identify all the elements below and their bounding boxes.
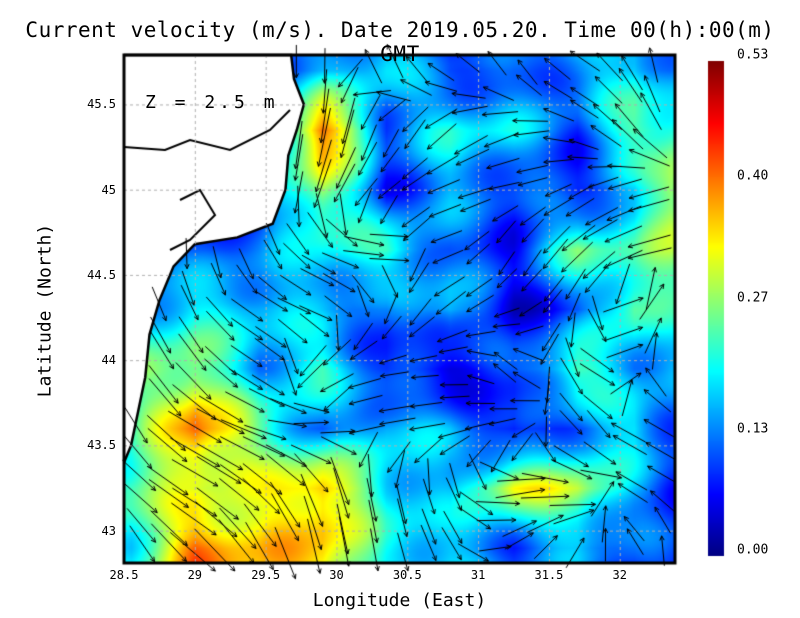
y-tick-label: 45 (101, 182, 116, 197)
y-tick-label: 43.5 (87, 438, 116, 453)
x-tick-label: 29 (187, 568, 203, 582)
colorbar-tick-label: 0.53 (737, 47, 769, 63)
x-tick-label: 29.5 (251, 568, 281, 582)
colorbar-tick-label: 0.40 (737, 168, 769, 184)
depth-annotation: Z = 2.5 m (145, 92, 279, 113)
x-tick-label: 30.5 (392, 568, 422, 582)
x-tick-label: 30 (329, 568, 344, 582)
colorbar-tick-label: 0.00 (737, 542, 769, 558)
chart-title: Current velocity (m/s). Date 2019.05.20.… (25, 18, 775, 66)
colorbar-tick-label: 0.27 (737, 290, 769, 306)
colorbar-tick-label: 0.13 (737, 421, 769, 437)
y-tick-label: 44 (101, 353, 116, 368)
y-tick-label: 43 (101, 523, 116, 538)
x-tick-label: 31 (470, 568, 486, 582)
x-axis-label: Longitude (East) (312, 590, 487, 611)
y-tick-label: 45.5 (87, 97, 116, 112)
x-tick-label: 28.5 (109, 568, 139, 582)
x-tick-label: 32 (612, 568, 627, 582)
y-axis-label: Latitude (North) (34, 223, 56, 398)
y-tick-label: 44.5 (87, 267, 116, 282)
x-tick-label: 31.5 (534, 568, 564, 582)
